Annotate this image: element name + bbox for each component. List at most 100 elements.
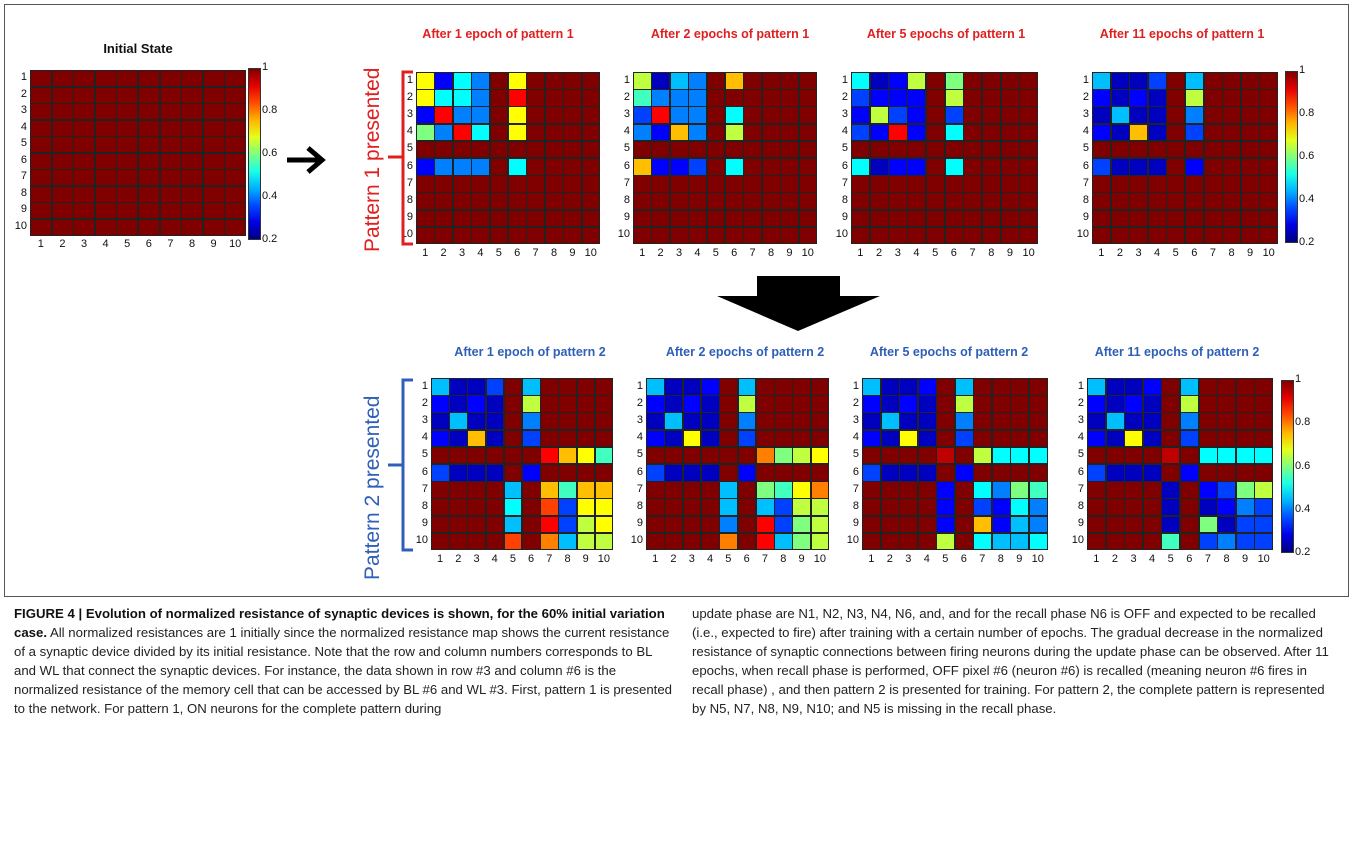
heatmap-cell	[1161, 395, 1181, 413]
y-tick-label: 4	[636, 431, 643, 444]
heatmap-cell	[1019, 192, 1039, 211]
y-tick-label: 4	[1077, 431, 1084, 444]
heatmap-cell	[869, 226, 889, 245]
y-tick-label: 5	[623, 142, 630, 155]
heatmap-cell	[1092, 106, 1112, 125]
heatmap-cell	[563, 192, 583, 211]
heatmap-cell	[1028, 515, 1048, 534]
heatmap-cell	[1147, 175, 1167, 193]
x-tick-label: 10	[1262, 247, 1275, 259]
heatmap-cell	[706, 209, 726, 228]
colorbar-tick-label: 0.8	[1299, 107, 1315, 119]
heatmap-cell	[1259, 106, 1279, 125]
heatmap-cell	[1161, 446, 1181, 465]
heatmap-cell	[1087, 412, 1107, 431]
x-tick-label: 2	[657, 247, 664, 259]
heatmap-cell	[434, 106, 454, 125]
heatmap-cell	[489, 106, 509, 125]
x-tick-label: 10	[801, 247, 814, 259]
heatmap-cell	[798, 106, 818, 125]
heatmap-cell	[925, 89, 945, 107]
caption-text-left: All normalized resistances are 1 initial…	[14, 625, 672, 716]
heatmap-cell	[576, 481, 596, 499]
x-tick-label: 10	[597, 553, 611, 565]
caption-left: FIGURE 4 | Evolution of normalized resis…	[14, 604, 676, 718]
heatmap-cell	[471, 209, 491, 228]
colorbar	[248, 68, 261, 240]
heatmap-cell	[688, 140, 708, 159]
heatmap-title: After 2 epochs of pattern 2	[665, 345, 825, 359]
colorbar-tick-label: 1	[262, 61, 269, 73]
x-tick-label: 4	[1149, 553, 1156, 565]
y-tick-label: 9	[406, 211, 413, 224]
x-tick-label: 4	[923, 553, 930, 565]
heatmap-cell	[1185, 140, 1205, 159]
heatmap-cell	[526, 192, 546, 211]
heatmap-cell	[1142, 515, 1162, 534]
y-tick-label: 6	[841, 159, 848, 172]
heatmap-cell	[467, 395, 487, 413]
heatmap-cell	[434, 192, 454, 211]
heatmap-cell	[981, 192, 1002, 211]
heatmap-cell	[594, 515, 614, 534]
heatmap-cell	[540, 395, 559, 413]
heatmap-cell	[1166, 106, 1186, 125]
y-tick-label: 4	[841, 125, 848, 138]
y-tick-label: 9	[421, 517, 428, 530]
heatmap-cell	[489, 192, 509, 211]
heatmap-cell	[581, 140, 601, 159]
y-tick-label: 10	[1076, 228, 1089, 241]
y-tick-label: 9	[1077, 517, 1084, 530]
x-tick-label: 2	[875, 247, 883, 259]
heatmap-cell	[651, 140, 671, 159]
heatmap-cell	[1203, 192, 1223, 211]
y-tick-label: 2	[623, 90, 630, 103]
heatmap-cell	[576, 412, 596, 431]
heatmap-cell	[1161, 515, 1181, 534]
heatmap-cell	[1222, 209, 1242, 228]
heatmap-cell	[558, 395, 578, 413]
caption-text-right: update phase are N1, N2, N3, N4, N6, and…	[692, 606, 1329, 716]
heatmap-cell	[1259, 209, 1279, 228]
heatmap-cell	[1198, 515, 1218, 534]
heatmap-cell	[1028, 498, 1048, 517]
heatmap-cell	[888, 140, 908, 159]
heatmap-cell	[1217, 498, 1237, 517]
heatmap-cell	[1087, 429, 1107, 448]
heatmap-cell	[485, 429, 505, 448]
heatmap-cell	[467, 498, 487, 517]
heatmap-cell	[485, 395, 505, 413]
heatmap-cell	[810, 498, 830, 517]
heatmap-cell	[719, 498, 738, 517]
heatmap-cell	[73, 218, 96, 236]
heatmap-cell	[1240, 226, 1260, 245]
heatmap-cell	[688, 123, 708, 142]
heatmap-cell	[1110, 192, 1130, 211]
heatmap-cell	[1129, 175, 1149, 193]
y-tick-label: 4	[1082, 125, 1089, 138]
y-tick-label: 1	[1082, 73, 1089, 86]
heatmap-cell	[581, 192, 601, 211]
heatmap-cell	[780, 192, 800, 211]
heatmap-cell	[810, 532, 830, 551]
heatmap-cell	[780, 89, 800, 107]
heatmap-cell	[1235, 395, 1255, 413]
y-tick-label: 6	[636, 465, 643, 478]
heatmap-cell	[1254, 532, 1274, 551]
colorbar-tick-label: 1	[1299, 64, 1306, 76]
x-tick-label: 7	[979, 553, 986, 565]
heatmap-cell	[576, 532, 596, 551]
heatmap-cell	[1185, 226, 1205, 245]
y-tick-label: 3	[20, 104, 27, 117]
heatmap-cell	[1092, 226, 1112, 245]
heatmap-cell	[963, 209, 983, 228]
x-tick-label: 8	[1223, 553, 1230, 565]
heatmap-cell	[944, 106, 964, 125]
heatmap-cell	[594, 412, 614, 431]
y-tick-label: 8	[852, 500, 859, 512]
x-tick-label: 10	[584, 247, 597, 259]
heatmap-cell	[1110, 106, 1130, 125]
heatmap-cell	[907, 140, 927, 159]
heatmap-cell	[1254, 446, 1274, 465]
x-tick-label: 8	[564, 553, 571, 565]
